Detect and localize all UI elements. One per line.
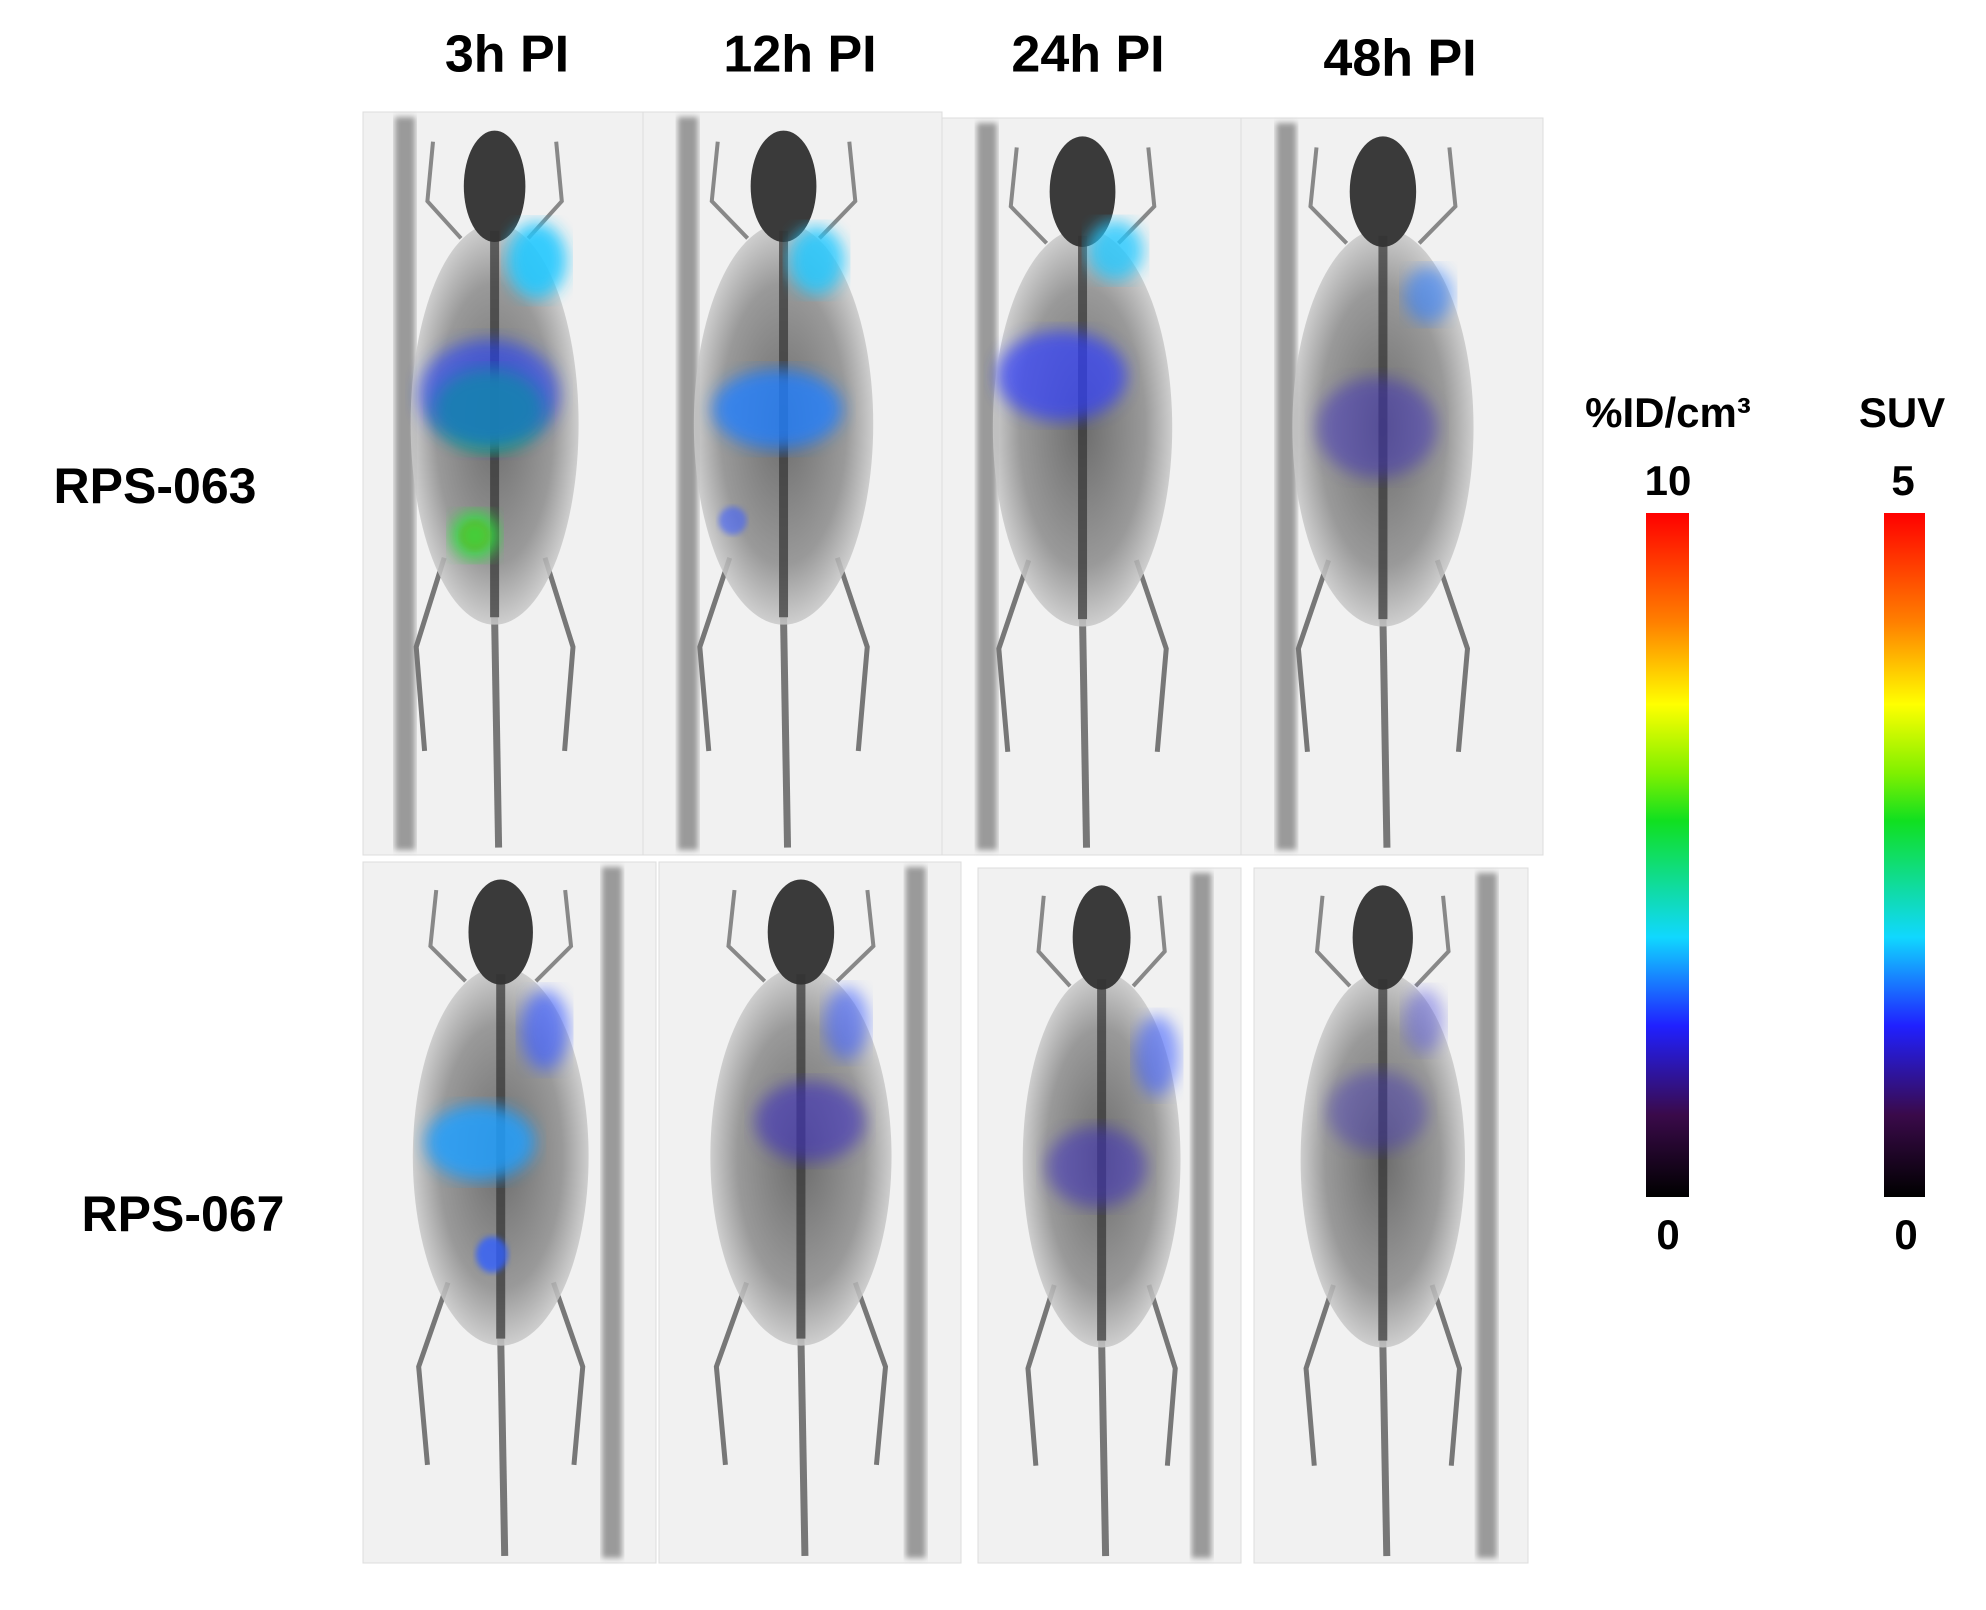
column-label: 48h PI — [1323, 30, 1476, 88]
tube-edge — [1476, 873, 1497, 1558]
tube-edge — [1191, 873, 1212, 1558]
uptake — [788, 226, 845, 295]
mouse-image — [658, 861, 962, 1564]
head — [1349, 136, 1417, 247]
head — [1072, 885, 1131, 990]
tube-edge — [602, 867, 623, 1558]
uptake — [520, 990, 569, 1071]
hind-legs — [1295, 559, 1471, 753]
hind-legs — [416, 1281, 586, 1466]
tube-edge — [395, 117, 415, 850]
mouse-image — [941, 117, 1242, 856]
hind-legs — [1025, 1284, 1178, 1466]
colorbar-max: 5 — [1891, 457, 1914, 504]
uptake — [1404, 266, 1453, 323]
tube-edge — [677, 117, 698, 850]
row-label: RPS-067 — [82, 1186, 285, 1242]
colorbar — [1884, 513, 1925, 1197]
fore-legs — [1314, 895, 1451, 988]
uptake — [1316, 377, 1437, 478]
column-label: 12h PI — [723, 26, 876, 84]
colorbar — [1646, 513, 1689, 1197]
tail — [1079, 619, 1091, 848]
hind-legs — [697, 557, 870, 752]
image-grid — [362, 111, 1544, 1564]
colorbar-label: SUV — [1859, 389, 1945, 436]
fore-legs — [428, 889, 574, 983]
head — [463, 130, 526, 243]
uptake — [425, 1104, 536, 1181]
mouse-image — [1253, 867, 1529, 1564]
tube-edge — [976, 123, 997, 850]
tail — [780, 617, 792, 848]
tube-edge — [905, 867, 926, 1558]
tail — [497, 1338, 509, 1557]
head — [1352, 885, 1413, 990]
tail — [1098, 1340, 1110, 1557]
uptake — [1087, 220, 1144, 281]
fore-legs — [1308, 147, 1458, 245]
hind-legs — [1303, 1284, 1463, 1466]
hind-legs — [713, 1281, 889, 1466]
uptake — [1403, 988, 1444, 1053]
colorbar-min: 0 — [1656, 1211, 1679, 1258]
tail — [1379, 619, 1391, 848]
uptake — [419, 339, 559, 450]
uptake — [475, 1236, 508, 1273]
colorbar-max: 10 — [1645, 457, 1692, 504]
hind-legs — [996, 559, 1169, 753]
mouse-image — [642, 111, 943, 856]
uptake — [712, 369, 843, 450]
uptake — [996, 330, 1127, 421]
uptake — [718, 506, 747, 535]
fore-legs — [726, 889, 876, 983]
hind-legs — [413, 557, 576, 752]
mouse-image — [362, 111, 644, 856]
fore-legs — [1036, 895, 1167, 988]
colorbar-label: %ID/cm³ — [1585, 389, 1751, 436]
head — [767, 879, 835, 985]
tail — [797, 1338, 809, 1557]
uptake — [506, 222, 567, 299]
mouse-image — [1240, 117, 1544, 856]
tail — [1379, 1340, 1391, 1557]
tail — [491, 617, 503, 848]
head — [468, 879, 533, 985]
mouse-image — [977, 867, 1242, 1564]
uptake — [755, 1081, 865, 1162]
head — [1049, 136, 1116, 247]
uptake — [824, 987, 869, 1060]
mouse-image — [362, 861, 657, 1564]
uptake — [1327, 1071, 1428, 1152]
row-label: RPS-063 — [54, 458, 257, 514]
fore-legs — [709, 141, 858, 240]
uptake — [451, 511, 499, 560]
uptake — [1134, 1015, 1179, 1096]
tube-edge — [1276, 123, 1297, 850]
colorbar-min: 0 — [1894, 1211, 1917, 1258]
column-label: 3h PI — [445, 26, 569, 84]
uptake — [1046, 1126, 1147, 1207]
head — [750, 130, 817, 243]
column-label: 24h PI — [1011, 26, 1164, 84]
